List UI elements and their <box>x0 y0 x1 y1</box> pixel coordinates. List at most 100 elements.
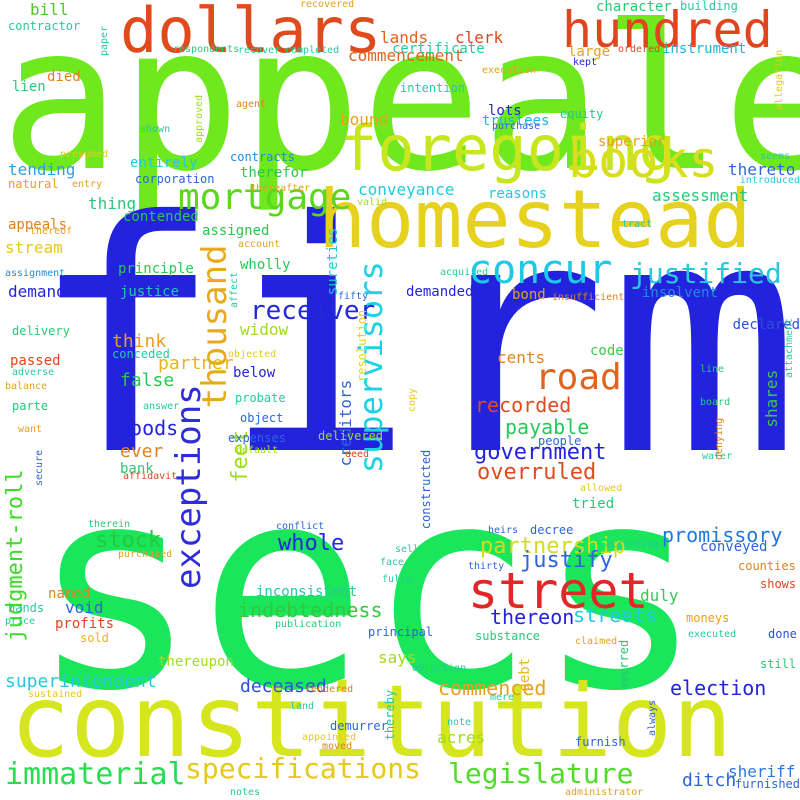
word-recorded: recorded <box>475 393 572 417</box>
word-people: people <box>538 434 582 448</box>
word-principle: principle <box>118 261 194 277</box>
word-hands: hands <box>8 601 45 615</box>
word-conflict: conflict <box>276 521 325 532</box>
word-secs: secs <box>30 427 705 753</box>
word-dollars: dollars <box>120 0 382 67</box>
word-deed: deed <box>345 449 370 460</box>
word-notes: notes <box>230 787 261 798</box>
word-shows: shows <box>760 577 797 591</box>
word-decree: decree <box>530 523 574 537</box>
word-thereupon: thereupon <box>158 654 234 670</box>
word-recover: recover <box>238 45 281 56</box>
word-receiver: receiver <box>250 296 376 326</box>
word-superior: superior <box>598 134 666 150</box>
word-tending: tending <box>8 160 76 179</box>
word-reasons: reasons <box>488 186 548 202</box>
word-fully: fully <box>382 574 413 585</box>
word-balance: balance <box>5 381 48 392</box>
word-debt: debt <box>517 657 533 692</box>
word-bound: bound <box>340 110 389 129</box>
word-election: election <box>670 676 767 700</box>
word-purchased: purchased <box>118 549 173 560</box>
word-allowed: allowed <box>580 483 623 494</box>
word-approved: approved <box>194 94 205 143</box>
word-default: default <box>236 445 279 456</box>
word-constructed: constructed <box>419 449 433 530</box>
word-immaterial: immaterial <box>5 757 186 792</box>
word-firm: firm <box>29 154 800 526</box>
word-duly: duly <box>640 586 679 605</box>
word-delivered: delivered <box>318 429 384 443</box>
word-declared: declared <box>732 317 800 333</box>
word-insufficient: insufficient <box>552 292 625 303</box>
word-overruled: overruled <box>477 460 597 485</box>
word-wholly: wholly <box>240 257 291 273</box>
word-secure: secure <box>34 449 45 486</box>
word-copy: copy <box>407 387 418 412</box>
word-agent: agent <box>236 99 267 110</box>
word-conveyance: conveyance <box>358 180 455 199</box>
word-below: below <box>233 365 276 381</box>
word-lien: lien <box>12 79 46 95</box>
word-sheriff: sheriff <box>728 762 796 781</box>
word-demand: demand <box>8 282 66 301</box>
word-equity: equity <box>560 107 604 121</box>
word-face: face <box>380 557 405 568</box>
word-false: false <box>120 370 175 391</box>
word-cents: cents <box>497 348 546 367</box>
word-execution: execution <box>482 65 537 76</box>
word-valid: valid <box>357 197 388 208</box>
word-widow: widow <box>240 320 289 339</box>
word-commencement: commencement <box>348 46 464 65</box>
word-books: books <box>568 131 719 189</box>
word-averred: averred <box>617 639 631 691</box>
word-deceased: deceased <box>240 676 327 697</box>
word-sustained: sustained <box>28 689 83 700</box>
word-principal: principal <box>368 625 434 639</box>
word-void: void <box>65 598 104 617</box>
word-stock: stock <box>95 528 162 553</box>
word-government: government <box>474 440 607 465</box>
word-entry: entry <box>72 179 103 190</box>
word-line: line <box>700 364 725 375</box>
word-named: named <box>48 586 91 602</box>
word-inconsistent: inconsistent <box>256 584 358 600</box>
word-introduced: introduced <box>739 175 800 186</box>
word-expenses: expenses <box>228 431 286 445</box>
word-thereto: thereto <box>728 160 796 179</box>
word-thereon: thereon <box>490 605 575 629</box>
word-homestead: homestead <box>318 173 752 266</box>
word-affidavit: affidavit <box>123 471 178 482</box>
word-payable: payable <box>505 415 590 439</box>
word-clerk: clerk <box>455 28 504 47</box>
word-lands: lands <box>380 28 429 47</box>
word-publication: publication <box>275 619 342 630</box>
word-moneys: moneys <box>686 611 730 625</box>
word-furnish: furnish <box>575 735 626 749</box>
word-rendered: rendered <box>305 684 354 695</box>
word-constitution: constitution <box>10 663 733 780</box>
word-object: object <box>240 411 284 425</box>
word-claimed: claimed <box>575 636 618 647</box>
word-seems: seems <box>760 151 791 162</box>
word-moved: moved <box>322 741 353 752</box>
word-board: board <box>700 397 731 408</box>
word-profits: profits <box>55 616 115 632</box>
word-administrator: administrator <box>565 787 644 798</box>
word-ditch: ditch <box>682 770 737 791</box>
word-promissory: promissory <box>662 523 783 547</box>
word-ever: ever <box>120 441 164 462</box>
word-according: according <box>605 539 660 550</box>
word-mortgage: mortgage <box>178 177 352 218</box>
word-says: says <box>378 648 417 667</box>
word-street: street <box>468 562 649 620</box>
word-always: always <box>647 699 658 736</box>
word-denying: denying <box>714 417 725 460</box>
word-superintendent: superintendent <box>5 671 157 692</box>
word-contractor: contractor <box>8 19 81 33</box>
word-appealed: appealed <box>0 0 800 216</box>
word-adverse: adverse <box>12 367 55 378</box>
word-probate: probate <box>235 391 286 405</box>
word-heirs: heirs <box>488 525 519 536</box>
